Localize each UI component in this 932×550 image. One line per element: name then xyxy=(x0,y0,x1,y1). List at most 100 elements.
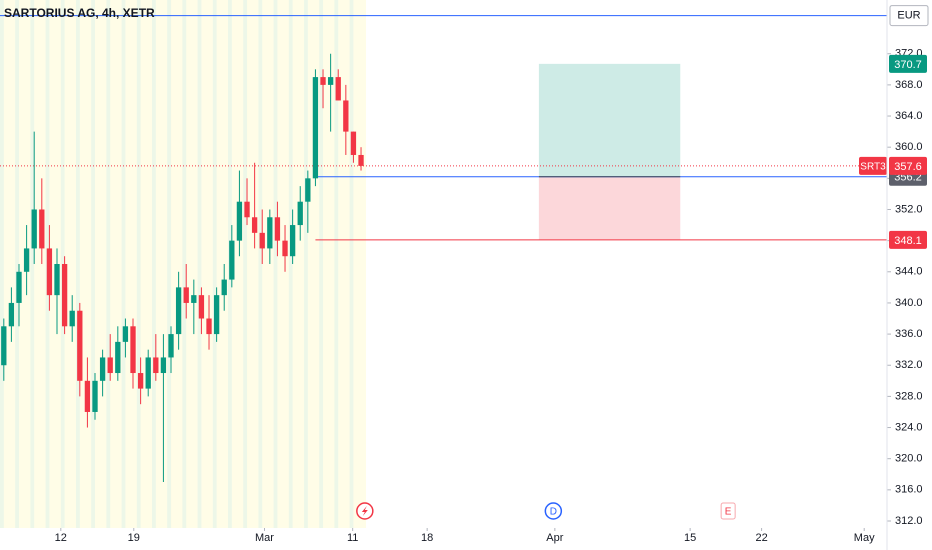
symbol-label: SRT3 xyxy=(860,162,886,173)
candle-body xyxy=(274,217,281,241)
candle-body xyxy=(335,77,341,101)
candle-body xyxy=(153,357,159,374)
session-stripe xyxy=(304,0,308,528)
candle-body xyxy=(305,178,311,202)
candle-body xyxy=(46,248,53,296)
candle-body xyxy=(92,380,98,412)
candle-body xyxy=(130,326,136,374)
candle-body xyxy=(8,302,15,327)
y-tick-label: 320.0 xyxy=(895,453,923,465)
candle-body xyxy=(358,154,364,166)
event-icon xyxy=(544,502,563,520)
candle-body xyxy=(23,248,30,272)
session-stripe xyxy=(319,0,324,528)
candle-body xyxy=(320,77,326,85)
y-tick-label: 364.0 xyxy=(895,110,923,122)
chart-title: SARTORIUS AG, 4h, XETR xyxy=(4,6,155,20)
symbol-box xyxy=(859,156,887,175)
candle-body xyxy=(213,295,220,335)
candle-body xyxy=(160,357,167,374)
candle-body xyxy=(343,100,349,132)
y-tick-label: 344.0 xyxy=(895,266,923,278)
session-stripe xyxy=(258,0,263,528)
plot: 312.0 316.0 320.0 324.0 328.0 332.0 336.0 340.0… xyxy=(0,5,929,544)
candle-body xyxy=(251,217,258,233)
y-tick-label: 316.0 xyxy=(895,484,923,496)
y-tick-label: 332.0 xyxy=(895,359,923,371)
y-tick-label: 324.0 xyxy=(895,421,923,433)
last-price-box xyxy=(889,156,927,175)
session-stripe xyxy=(167,0,172,528)
currency-label: EUR xyxy=(897,9,920,21)
y-tick-label: 360.0 xyxy=(895,141,923,153)
target-price-label: 370.7 xyxy=(894,59,922,71)
candle-body xyxy=(267,217,273,249)
x-tick-label: Mar xyxy=(255,532,274,544)
y-tick-label: 328.0 xyxy=(895,390,923,402)
session-stripe xyxy=(197,0,202,528)
y-tick-label: 336.0 xyxy=(895,328,923,340)
candle-body xyxy=(350,131,357,155)
profit-zone xyxy=(538,63,681,177)
candle-body xyxy=(122,326,129,342)
event-label: E xyxy=(725,507,732,518)
event-icon xyxy=(720,502,736,520)
candle-body xyxy=(289,225,296,257)
loss-zone xyxy=(538,176,681,240)
candle-body xyxy=(69,310,75,327)
candle-body xyxy=(1,326,7,366)
x-tick-label: 12 xyxy=(55,532,67,544)
candle-body xyxy=(221,279,227,296)
x-tick-label: 19 xyxy=(128,532,140,544)
candle-body xyxy=(198,295,205,319)
candle-body xyxy=(244,201,250,218)
candle-body xyxy=(259,232,265,249)
session-stripe xyxy=(349,0,354,528)
candle-body xyxy=(115,341,121,374)
candle-body xyxy=(137,373,144,389)
stop-price-box xyxy=(889,230,927,249)
session-stripe xyxy=(106,0,111,528)
candle-body xyxy=(312,77,319,179)
x-tick-label: 22 xyxy=(755,532,767,544)
y-tick-label: 312.0 xyxy=(895,515,923,527)
candle-body xyxy=(327,77,334,85)
candle-body xyxy=(183,287,189,303)
session-stripe xyxy=(288,0,293,528)
candle-body xyxy=(84,380,91,412)
session-stripe xyxy=(243,0,248,528)
y-tick-label: 352.0 xyxy=(895,203,923,215)
candle-body xyxy=(39,209,45,249)
last-price-label: 357.6 xyxy=(894,161,922,173)
currency-box xyxy=(889,5,929,27)
candle-body xyxy=(77,310,83,381)
x-tick-label: 11 xyxy=(347,532,358,544)
y-tick-label: 368.0 xyxy=(895,79,923,91)
x-tick-label: May xyxy=(854,532,875,544)
candle-body xyxy=(282,240,288,257)
candle-body xyxy=(61,264,68,327)
session-stripe xyxy=(152,0,156,528)
stop-price-label: 348.1 xyxy=(894,235,922,247)
session-stripe xyxy=(30,0,35,528)
candle-body xyxy=(236,201,243,241)
candle-body xyxy=(54,264,60,296)
event-lightning xyxy=(361,506,368,516)
session-stripe xyxy=(212,0,217,528)
candle-body xyxy=(191,295,197,303)
x-tick-label: 15 xyxy=(684,532,696,544)
candle-body xyxy=(297,201,303,226)
session-stripe xyxy=(136,0,141,528)
session-stripe xyxy=(273,0,278,528)
y-tick-label: 340.0 xyxy=(895,297,923,309)
x-tick-label: 18 xyxy=(421,532,433,544)
x-tick-label: Apr xyxy=(546,532,563,544)
target-price-box xyxy=(889,54,927,73)
session-stripe xyxy=(182,0,187,528)
candle-body xyxy=(107,357,113,374)
candle-body xyxy=(99,357,106,381)
candle-body xyxy=(206,318,212,335)
event-label: D xyxy=(550,507,557,518)
candle-body xyxy=(31,209,37,249)
